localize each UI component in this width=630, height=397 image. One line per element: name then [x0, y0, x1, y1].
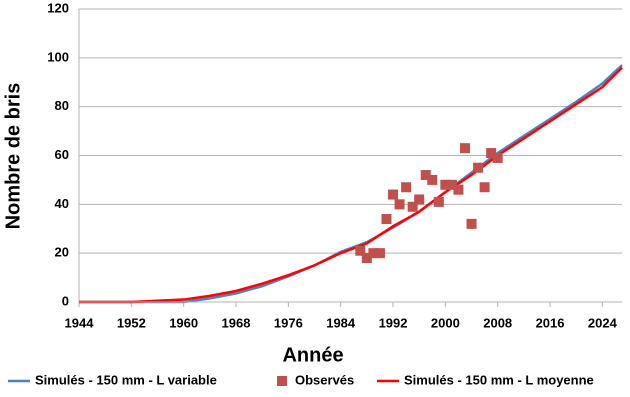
data-point: [440, 179, 451, 190]
y-tick-label: 80: [55, 98, 69, 113]
x-tick-label: 1960: [169, 315, 198, 330]
data-point: [446, 179, 457, 190]
series-line: [79, 64, 623, 304]
y-tick-label: 120: [47, 0, 69, 15]
x-tick-label: 1944: [65, 315, 95, 330]
legend-label: Observés: [295, 372, 354, 387]
data-point: [361, 253, 372, 264]
series-line: [79, 66, 623, 304]
y-tick-label: 0: [62, 293, 69, 308]
y-tick-label: 20: [55, 245, 69, 260]
y-tick-label: 40: [55, 196, 69, 211]
x-tick-label: 1976: [274, 315, 303, 330]
x-tick-label: 2000: [431, 315, 460, 330]
data-point: [420, 170, 431, 181]
legend-label: Simulés - 150 mm - L moyenne: [404, 372, 594, 387]
x-tick-label: 1992: [379, 315, 408, 330]
y-tick-label: 100: [47, 49, 69, 64]
x-axis-title: Année: [282, 344, 343, 366]
data-point: [388, 189, 399, 200]
x-tick-label: 2016: [536, 315, 565, 330]
data-point: [427, 174, 438, 185]
data-point: [414, 194, 425, 205]
y-tick-label: 60: [55, 147, 69, 162]
data-point: [394, 199, 405, 210]
data-point: [479, 182, 490, 193]
data-point: [374, 248, 385, 259]
x-tick-label: 2008: [483, 315, 512, 330]
legend-marker: [277, 376, 287, 386]
data-point: [486, 148, 497, 159]
data-point: [459, 143, 470, 154]
data-point: [473, 162, 484, 173]
x-tick-label: 2024: [588, 315, 618, 330]
x-tick-label: 1952: [117, 315, 146, 330]
data-point: [466, 218, 477, 229]
data-point: [433, 196, 444, 207]
data-point: [407, 201, 418, 212]
data-point: [401, 182, 412, 193]
data-point: [368, 248, 379, 259]
legend-label: Simulés - 150 mm - L variable: [35, 372, 217, 387]
x-tick-label: 1968: [222, 315, 251, 330]
data-point: [381, 213, 392, 224]
data-point: [355, 245, 366, 256]
y-axis-title: Nombre de bris: [2, 83, 24, 230]
x-tick-label: 1984: [326, 315, 356, 330]
data-point: [492, 152, 503, 163]
data-point: [453, 184, 464, 195]
